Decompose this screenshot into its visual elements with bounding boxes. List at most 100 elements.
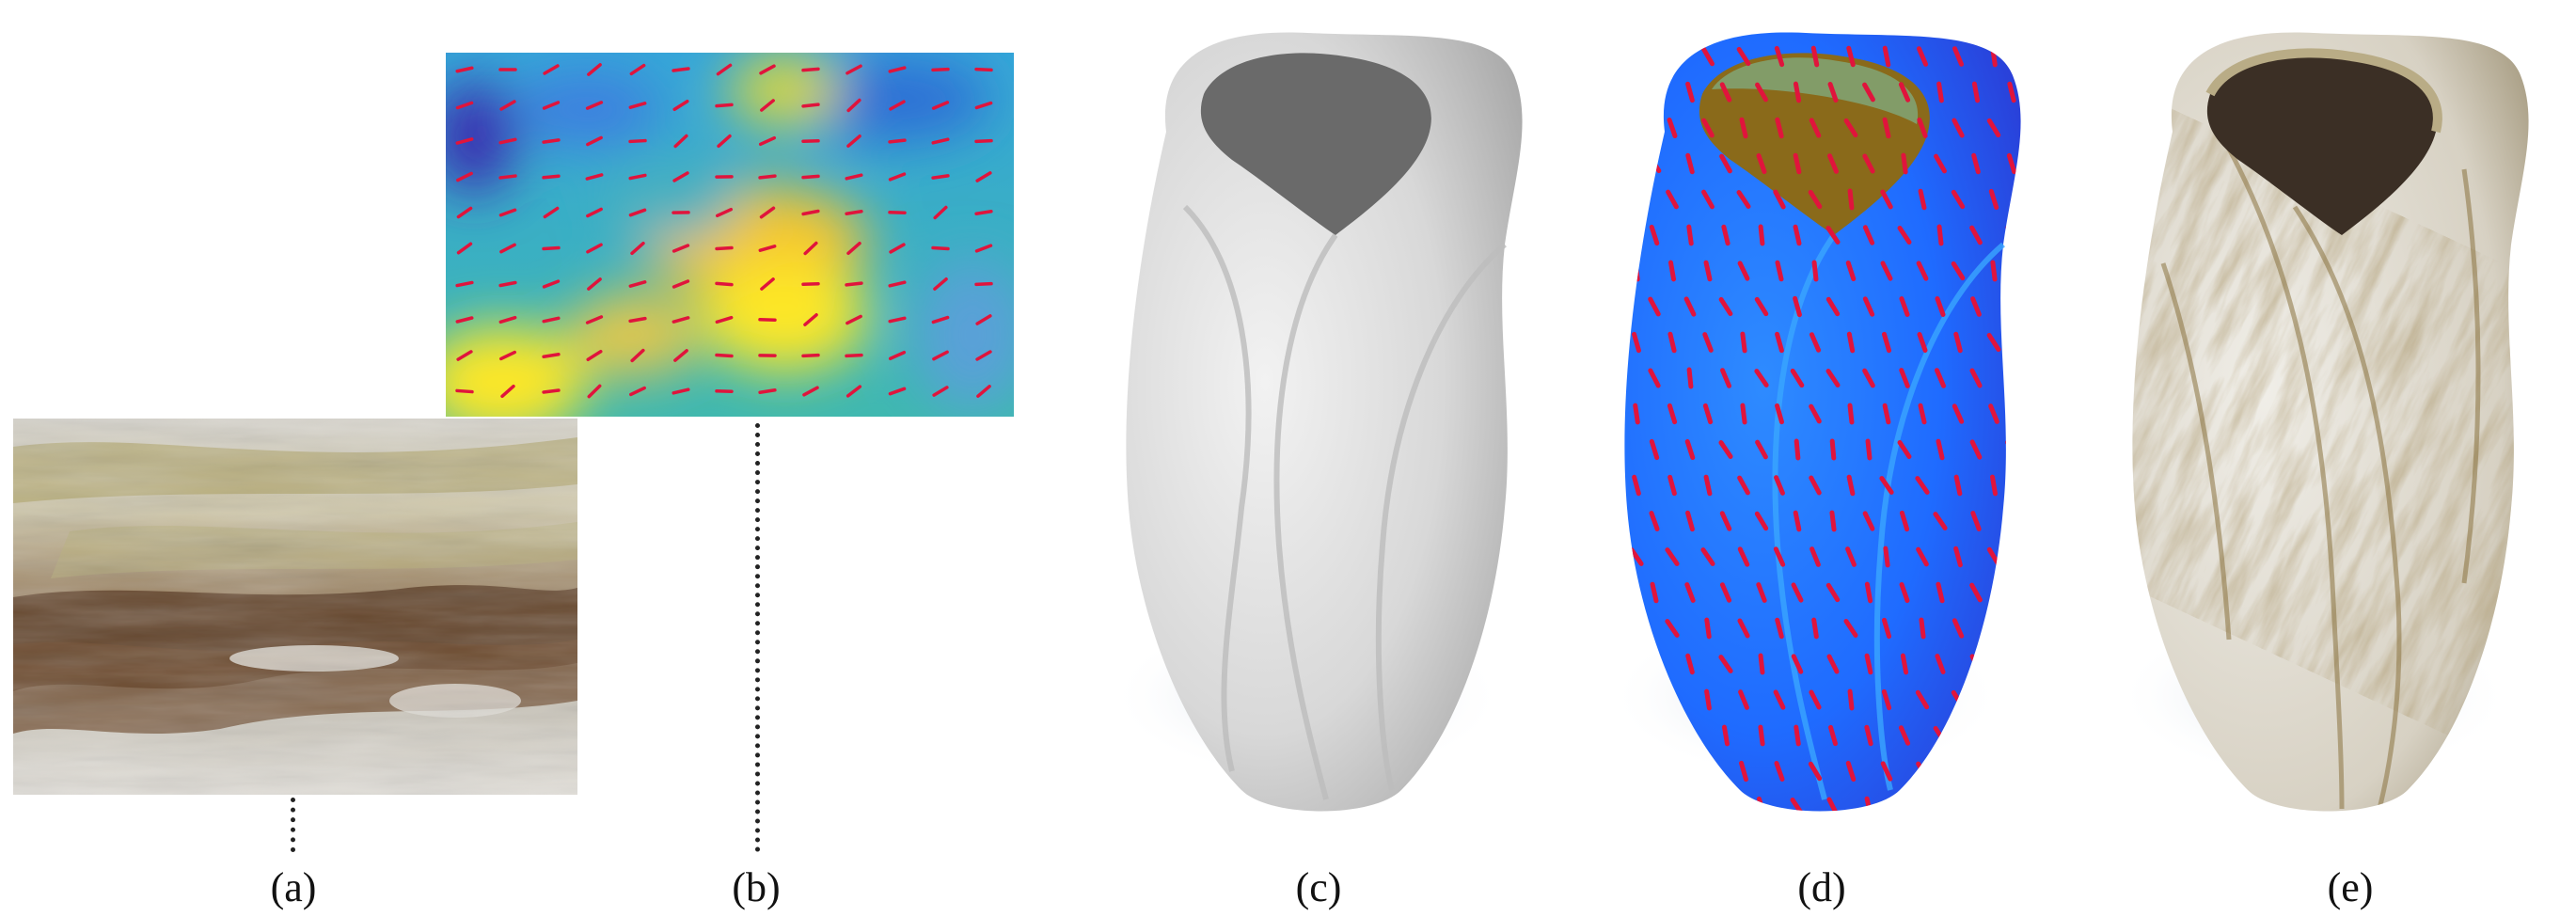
vase-direction-mark: [1633, 403, 1640, 425]
field-direction-mark: [889, 100, 906, 111]
field-direction-mark: [455, 316, 474, 324]
vase-direction-mark: [1988, 403, 1999, 424]
vase-direction-mark: [2004, 725, 2019, 746]
vase-direction-mark: [1862, 511, 1875, 531]
field-direction-mark: [628, 138, 647, 144]
vase-direction-mark: [1649, 438, 1660, 461]
field-direction-mark: [499, 243, 516, 254]
vase-direction-mark: [1990, 45, 1998, 68]
vase-direction-mark: [1756, 582, 1767, 603]
field-direction-mark: [931, 101, 950, 110]
field-direction-mark: [543, 206, 560, 219]
field-direction-mark: [974, 101, 993, 110]
vase-direction-mark: [1990, 260, 1998, 282]
vase-direction-mark: [1862, 296, 1875, 317]
field-direction-mark: [628, 102, 647, 109]
field-direction-mark: [629, 386, 646, 397]
field-direction-mark: [498, 137, 517, 145]
field-direction-mark: [456, 350, 473, 361]
vase-direction-mark: [1936, 224, 1944, 246]
vase-direction-mark: [1809, 475, 1822, 496]
vase-direction-mark: [1986, 332, 2001, 353]
vase-direction-mark: [1791, 654, 1804, 674]
field-direction-mark: [672, 316, 690, 324]
vase-direction-mark: [1721, 724, 1731, 747]
vase-direction-mark: [1773, 546, 1786, 567]
vase-direction-mark: [1665, 761, 1680, 782]
vase-direction-mark: [1701, 189, 1715, 210]
vase-direction-mark: [1899, 581, 1910, 604]
field-direction-mark: [499, 100, 516, 111]
vase-direction-mark: [1880, 261, 1893, 281]
vase-direction-mark: [1808, 189, 1823, 210]
vase-direction-mark: [1882, 117, 1891, 139]
field-direction-mark: [974, 67, 993, 72]
vase-direction-mark: [1629, 547, 1644, 566]
leader-line-b: [755, 423, 760, 852]
vase-direction-mark: [1719, 511, 1732, 531]
vase-direction-mark: [1936, 581, 1945, 604]
field-direction-mark: [672, 244, 690, 253]
field-direction-mark: [974, 244, 993, 253]
vase-direction-mark: [1684, 582, 1696, 603]
vase-direction-mark: [1648, 797, 1661, 812]
vase-direction-mark: [1632, 474, 1641, 497]
field-direction-mark: [628, 316, 647, 324]
field-direction-mark: [975, 171, 992, 182]
field-direction-mark: [931, 67, 950, 72]
vase-direction-mark: [1916, 46, 1929, 67]
vase-direction-mark: [1703, 260, 1713, 282]
vase-direction-mark: [1700, 547, 1715, 566]
field-direction-mark: [760, 277, 775, 291]
vase-direction-mark: [1865, 438, 1873, 461]
panel-a-label: (a): [270, 864, 317, 910]
vase-direction-mark: [1846, 45, 1856, 68]
field-direction-mark: [586, 135, 603, 147]
vase-direction-mark: [1794, 438, 1801, 461]
vase-direction-mark: [1754, 369, 1769, 387]
vase-direction-mark: [1918, 403, 1927, 425]
vase-direction-mark: [1864, 653, 1873, 675]
field-direction-mark: [455, 388, 474, 394]
vase-direction-mark: [1667, 474, 1677, 497]
vase-direction-mark: [1880, 189, 1893, 210]
vase-direction-mark: [1916, 261, 1929, 281]
field-direction-mark: [888, 138, 907, 144]
field-direction-mark: [933, 205, 948, 220]
vase-direction-mark: [2006, 796, 2017, 812]
vase-direction-mark: [1953, 545, 1963, 568]
vase-direction-mark: [1685, 81, 1695, 103]
vase-direction-mark: [1686, 224, 1694, 246]
vase-direction-mark: [1755, 82, 1768, 103]
vase-direction-mark: [2006, 653, 2017, 675]
vase-direction-mark: [1899, 368, 1910, 388]
vase-direction-mark: [1685, 653, 1695, 675]
vase-direction-mark: [1667, 403, 1678, 425]
vase-direction-mark: [1810, 45, 1820, 68]
field-direction-mark: [628, 173, 647, 181]
field-direction-mark: [802, 386, 819, 397]
vase-direction-mark: [1864, 724, 1873, 747]
vase-direction-mark: [1917, 118, 1928, 138]
vase-direction-mark: [1809, 118, 1822, 138]
panel-e-label: (e): [2327, 864, 2374, 910]
field-direction-mark: [715, 281, 734, 287]
field-direction-mark: [672, 387, 690, 395]
vase-direction-mark: [1720, 368, 1731, 388]
vase-direction-mark: [1647, 153, 1662, 174]
vase-direction-mark: [1846, 331, 1856, 354]
vase-direction-mark: [1900, 796, 1909, 812]
vase-field-render: [1608, 32, 2021, 812]
field-direction-mark: [673, 134, 688, 149]
vase-direction-mark: [1919, 617, 1926, 640]
vase-direction-mark: [1773, 689, 1786, 710]
panel-a-texture-photo: [13, 419, 577, 795]
vase-direction-mark: [1736, 46, 1751, 67]
vase-direction-mark: [1826, 654, 1840, 674]
vase-direction-mark: [1704, 617, 1712, 640]
vase-direction-mark: [1953, 760, 1963, 783]
field-direction-mark: [587, 63, 602, 76]
field-direction-mark: [758, 174, 777, 180]
vase-direction-mark: [1702, 403, 1714, 425]
vase-direction-mark: [2005, 296, 2018, 317]
